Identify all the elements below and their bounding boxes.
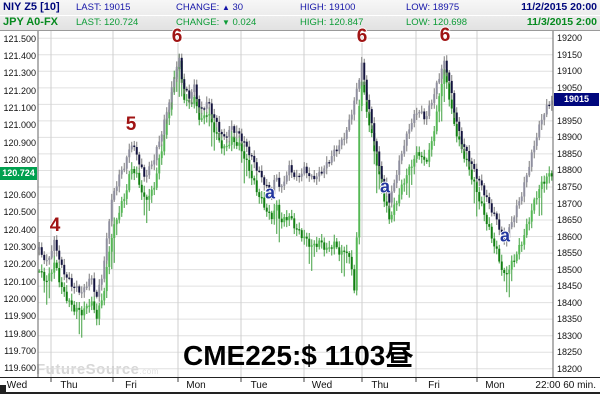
left-axis-tick: 121.200 bbox=[3, 85, 36, 96]
time-interval-label: 22:00 60 min. bbox=[535, 380, 596, 391]
right-axis-tick: 19100 bbox=[557, 66, 583, 77]
left-axis-tick: 119.900 bbox=[4, 311, 36, 322]
wave-a-annotation: a bbox=[379, 176, 391, 197]
quote-timestamp-jpy: 11/3/2015 2:00 bbox=[526, 16, 597, 28]
last-price-tag-jpy: 120.724 bbox=[0, 166, 37, 180]
quote-timestamp-niy: 11/2/2015 20:00 bbox=[521, 1, 597, 13]
wave-count-annotation: 6 bbox=[171, 26, 183, 47]
x-axis-day-label: Tue bbox=[250, 380, 268, 391]
wave-count-annotation: 5 bbox=[125, 114, 137, 135]
left-axis-tick: 121.300 bbox=[3, 68, 36, 79]
left-axis-tick: 121.400 bbox=[3, 51, 36, 62]
left-axis-tick: 120.600 bbox=[3, 189, 36, 200]
right-axis-tick: 18900 bbox=[557, 132, 583, 143]
right-axis-tick: 19050 bbox=[557, 82, 583, 93]
x-axis-day-label: Thu bbox=[60, 380, 78, 391]
left-axis-tick: 120.800 bbox=[3, 155, 36, 166]
left-axis-tick: 119.700 bbox=[4, 345, 36, 356]
right-axis-tick: 18200 bbox=[557, 363, 583, 374]
wave-a-annotation: a bbox=[499, 225, 511, 246]
right-axis-tick: 18550 bbox=[557, 248, 583, 259]
x-axis-day-label: Wed bbox=[311, 380, 333, 391]
right-axis-tick: 18450 bbox=[557, 281, 583, 292]
right-axis-tick: 18850 bbox=[557, 148, 583, 159]
niy-candles-series bbox=[38, 53, 553, 302]
left-axis-tick: 120.900 bbox=[3, 137, 36, 148]
right-axis-tick: 18500 bbox=[557, 264, 583, 275]
wave-count-annotation: 6 bbox=[439, 25, 451, 46]
change-field: CHANGE: ▲ 30 bbox=[176, 2, 244, 13]
last-price-tag-niy: 19015 bbox=[554, 92, 599, 106]
high-field: HIGH: 120.847 bbox=[300, 17, 364, 28]
left-axis-tick: 120.200 bbox=[3, 259, 36, 270]
symbol-label-jpy: JPY A0-FX bbox=[3, 16, 59, 28]
low-field: LOW: 18975 bbox=[406, 2, 460, 13]
last-field: LAST: 19015 bbox=[76, 2, 131, 13]
right-axis-tick: 19150 bbox=[557, 49, 583, 60]
left-axis-tick: 121.000 bbox=[3, 120, 36, 131]
left-axis-tick: 119.600 bbox=[4, 363, 36, 374]
left-axis-tick: 121.100 bbox=[3, 103, 36, 114]
left-axis-tick: 120.100 bbox=[3, 276, 36, 287]
right-axis-tick: 18300 bbox=[557, 330, 583, 341]
quote-row-jpy: JPY A0-FX LAST: 120.724 CHANGE: ▼ 0.024 … bbox=[0, 15, 600, 30]
right-axis-tick: 19200 bbox=[557, 33, 583, 44]
left-axis-tick: 120.000 bbox=[3, 293, 36, 304]
x-axis-day-label: Fri bbox=[125, 380, 137, 391]
wave-a-annotation: a bbox=[264, 182, 276, 203]
right-axis-tick: 18700 bbox=[557, 198, 583, 209]
quote-header-bar: NIY Z5 [10] LAST: 19015 CHANGE: ▲ 30 HIG… bbox=[0, 0, 600, 31]
jpy-candles-series bbox=[38, 53, 553, 338]
right-axis-tick: 18800 bbox=[557, 165, 583, 176]
left-axis-tick: 120.300 bbox=[3, 241, 36, 252]
gridlines-group bbox=[38, 30, 553, 382]
right-axis-tick: 18950 bbox=[557, 115, 583, 126]
x-axis-day-label: Fri bbox=[428, 380, 440, 391]
up-arrow-icon: ▲ bbox=[221, 3, 230, 12]
low-field: LOW: 120.698 bbox=[406, 17, 468, 28]
right-axis-tick: 18400 bbox=[557, 297, 583, 308]
quote-row-niy: NIY Z5 [10] LAST: 19015 CHANGE: ▲ 30 HIG… bbox=[0, 0, 600, 16]
chart-borders bbox=[0, 30, 600, 394]
last-field: LAST: 120.724 bbox=[76, 17, 139, 28]
symbol-label-niy: NIY Z5 [10] bbox=[3, 1, 60, 13]
right-axis-tick: 18650 bbox=[557, 215, 583, 226]
right-axis-tick: 18250 bbox=[557, 347, 583, 358]
x-axis-day-label: Mon bbox=[186, 380, 206, 391]
chart-title-annotation: CME225:$ 1103昼 bbox=[183, 340, 414, 371]
high-field: HIGH: 19100 bbox=[300, 2, 356, 13]
left-axis-tick: 119.800 bbox=[4, 328, 36, 339]
left-axis-tick: 120.400 bbox=[3, 224, 36, 235]
down-arrow-icon: ▼ bbox=[221, 18, 230, 27]
right-axis-tick: 18750 bbox=[557, 181, 583, 192]
change-field: CHANGE: ▼ 0.024 bbox=[176, 17, 257, 28]
wave-count-annotation: 6 bbox=[356, 26, 368, 47]
left-axis-tick: 121.500 bbox=[3, 33, 36, 44]
left-axis-tick: 120.500 bbox=[3, 207, 36, 218]
right-axis-tick: 18600 bbox=[557, 231, 583, 242]
right-axis-tick: 18350 bbox=[557, 314, 583, 325]
x-axis-day-label: Wed bbox=[6, 380, 28, 391]
wave-count-annotation: 4 bbox=[49, 215, 61, 236]
x-axis-day-label: Mon bbox=[485, 380, 505, 391]
x-axis-day-label: Thu bbox=[371, 380, 389, 391]
